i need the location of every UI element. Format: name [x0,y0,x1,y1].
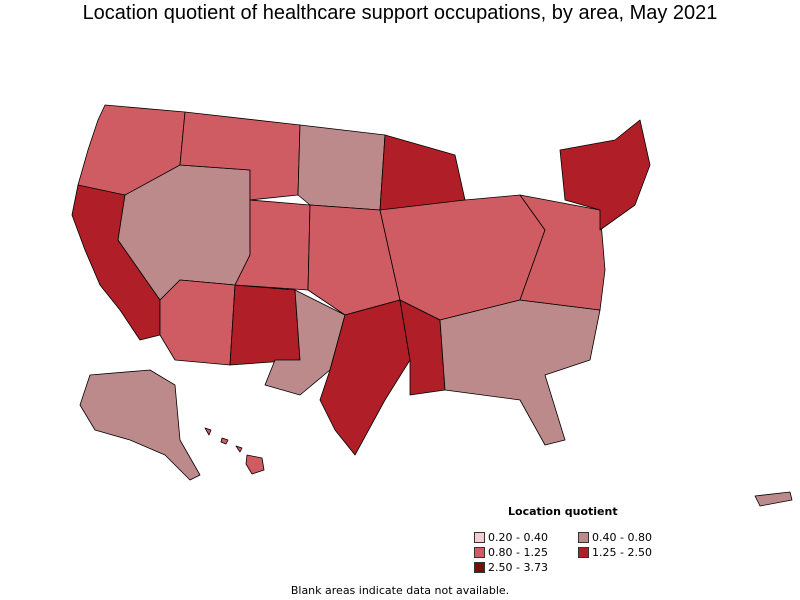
legend-label: 2.50 - 3.73 [488,560,548,574]
legend-item: 0.40 - 0.80 [578,530,652,544]
region-puerto-rico [754,491,793,507]
footnote: Blank areas indicate data not available. [290,584,510,597]
region-arizona [159,279,236,366]
region-north-plains [297,124,386,211]
legend-swatch [578,531,589,543]
legend-swatch [578,546,589,558]
legend-label: 0.80 - 1.25 [488,545,548,559]
legend-label: 0.40 - 0.80 [592,530,652,544]
legend-swatch [474,546,485,558]
region-northeast [559,119,651,231]
legend-item: 0.80 - 1.25 [474,545,548,559]
region-hawaii [204,427,265,475]
legend-label: 1.25 - 2.50 [592,545,652,559]
legend-label: 0.20 - 0.40 [488,530,548,544]
legend-item: 1.25 - 2.50 [578,545,652,559]
region-alaska [79,369,201,481]
legend-swatch [474,531,485,543]
legend-item: 0.20 - 0.40 [474,530,548,544]
legend-swatch [474,561,485,573]
region-lower-mississippi [399,299,446,396]
legend-title: Location quotient [508,505,618,518]
region-southeast [439,299,601,446]
region-colorado [234,199,311,291]
map-title: Location quotient of healthcare support … [82,2,718,24]
legend-item: 2.50 - 3.73 [474,560,548,574]
region-southwest-nm [229,284,301,366]
